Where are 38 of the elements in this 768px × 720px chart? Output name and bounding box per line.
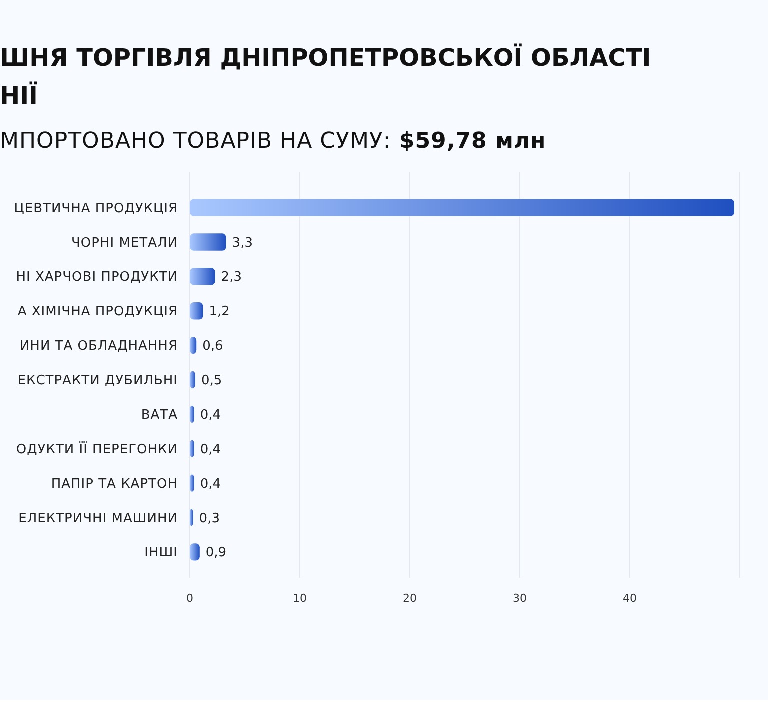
x-tick-label: 0	[186, 592, 194, 605]
y-tick-label: ЕКСТРАКТИ ДУБИЛЬНІ	[18, 374, 178, 389]
data-label: 0,4	[200, 408, 222, 423]
x-tick-label: 40	[623, 592, 637, 605]
data-label: 0,4	[200, 442, 222, 458]
bar	[190, 406, 194, 424]
x-tick-label: 10	[293, 592, 307, 605]
y-tick-label: А ХІМІЧНА ПРОДУКЦІЯ	[18, 304, 178, 320]
bar	[190, 371, 196, 389]
bar	[190, 268, 216, 286]
y-tick-label: ВАТА	[141, 408, 178, 423]
chart-title: ШНЯ ТОРГІВЛЯ ДНІПРОПЕТРОВСЬКОЇ ОБЛАСТІ НІЇ	[0, 43, 652, 110]
data-label: 0,5	[202, 374, 222, 389]
data-label: 3,3	[232, 236, 253, 251]
x-tick-label: 20	[403, 592, 417, 605]
data-label: 2,3	[221, 270, 242, 286]
y-tick-label: ЧОРНІ МЕТАЛИ	[72, 236, 178, 251]
data-label: 1,2	[209, 304, 230, 320]
bar	[190, 544, 200, 561]
data-label: 0,9	[206, 546, 227, 561]
bar	[190, 199, 734, 216]
bar	[190, 474, 194, 492]
bar	[190, 302, 204, 320]
chart-subtitle: МПОРТОВАНО ТОВАРІВ НА СУМУ: $59,78 млн	[0, 129, 546, 154]
bar	[190, 440, 194, 458]
y-tick-label: ЕЛЕКТРИЧНІ МАШИНИ	[18, 511, 178, 526]
y-tick-label: ОДУКТИ ЇЇ ПЕРЕГОНКИ	[16, 441, 178, 458]
y-tick-label: ПАПІР ТА КАРТОН	[51, 476, 178, 492]
data-label: 0,6	[202, 339, 224, 354]
data-label: 0,3	[199, 511, 220, 526]
y-tick-label: ЦЕВТИЧНА ПРОДУКЦІЯ	[14, 201, 178, 216]
bar	[190, 509, 194, 526]
data-label: 0,4	[200, 476, 222, 492]
y-tick-label: НІ ХАРЧОВІ ПРОДУКТИ	[16, 270, 178, 286]
x-tick-label: 30	[513, 592, 527, 605]
y-tick-label: ІНШІ	[144, 546, 178, 561]
bar	[190, 234, 226, 251]
y-tick-label: ИНИ ТА ОБЛАДНАННЯ	[20, 339, 178, 354]
